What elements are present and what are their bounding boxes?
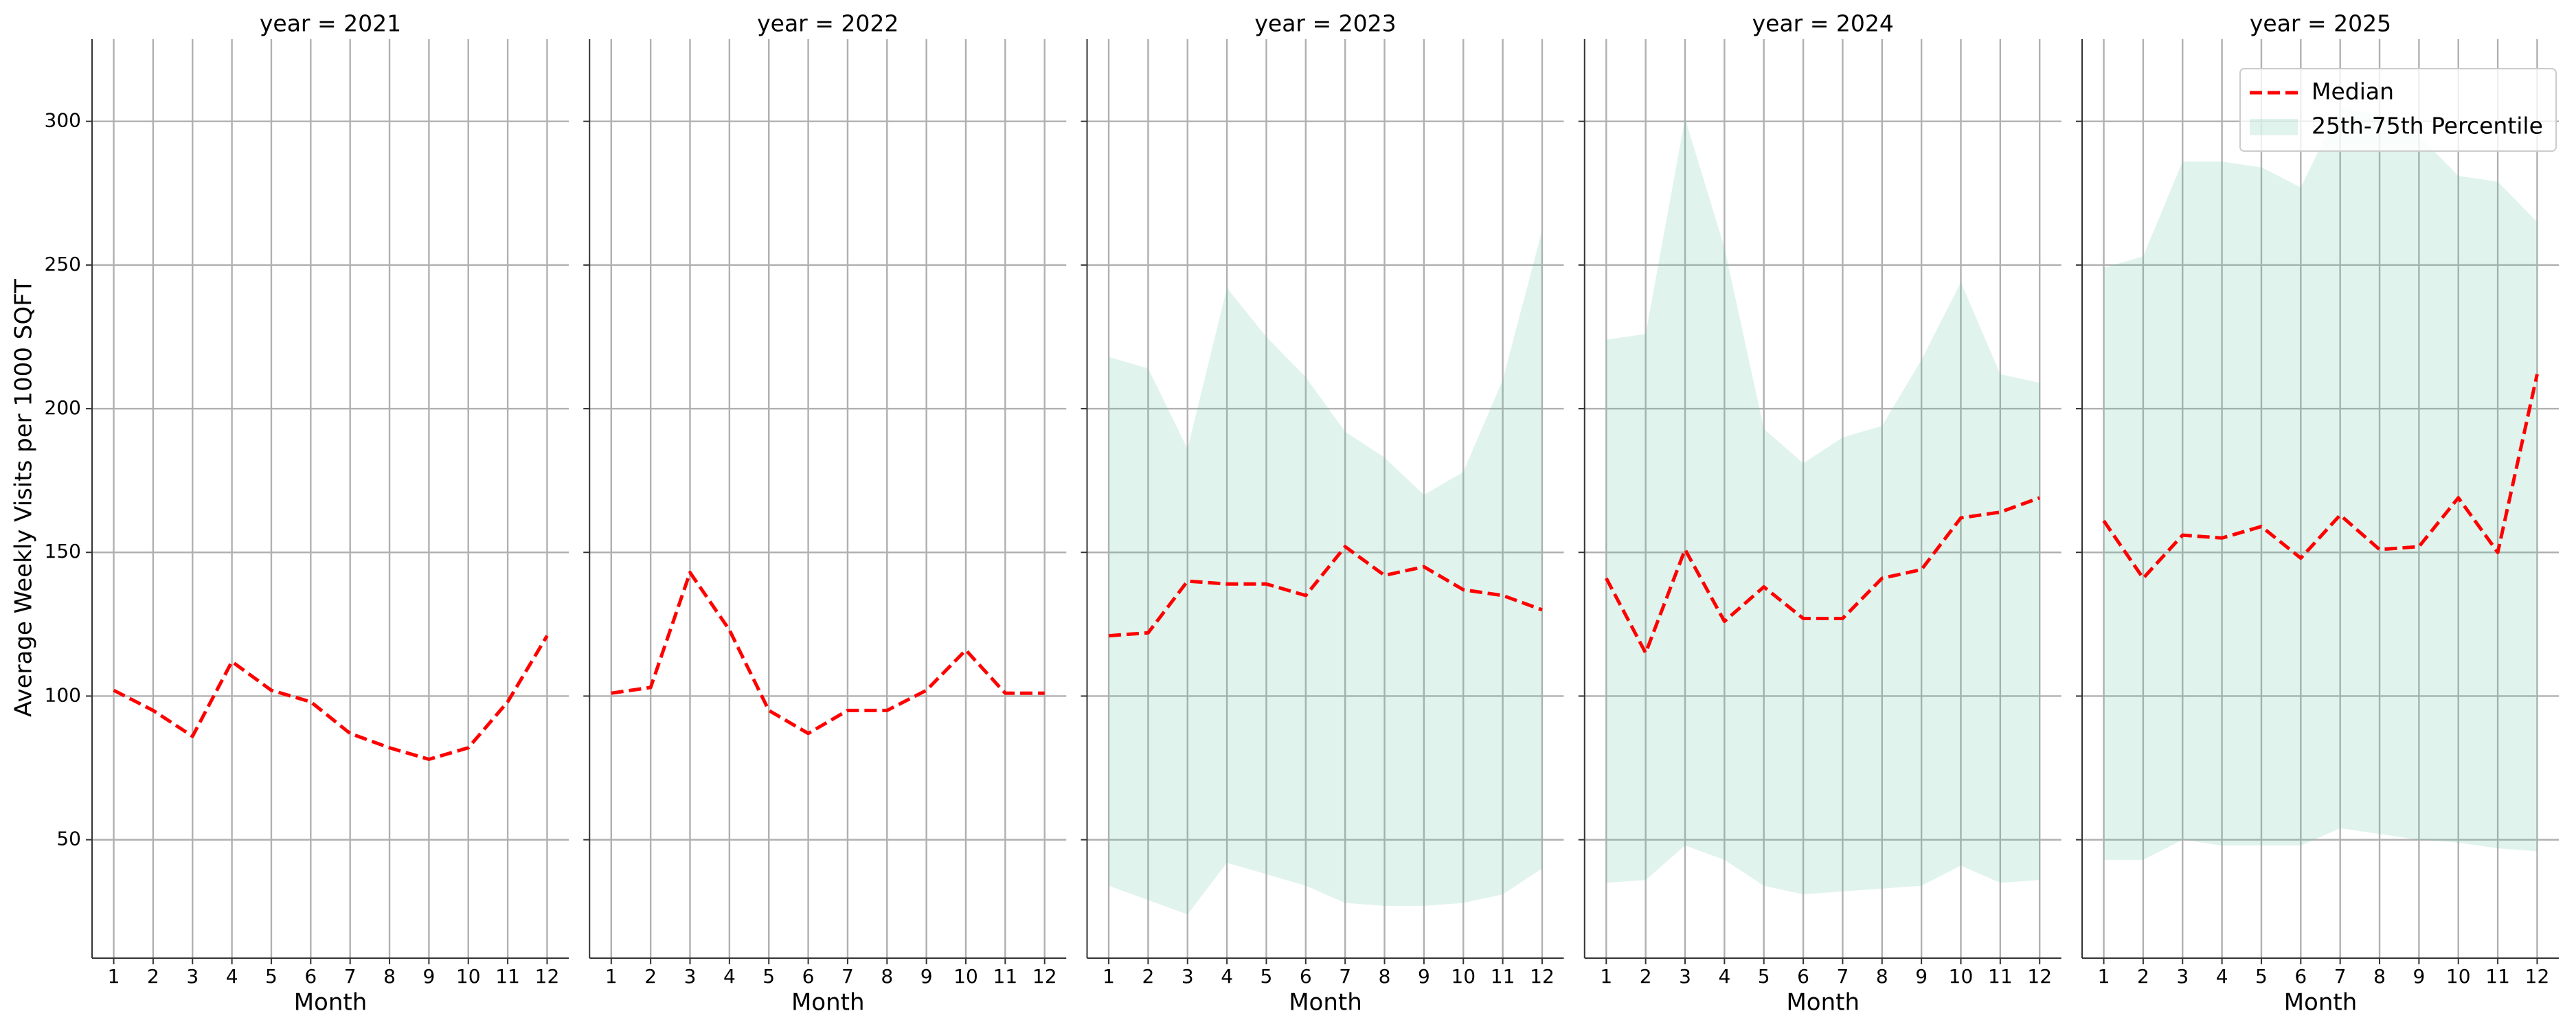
x-tick-label: 4 — [723, 965, 736, 988]
y-tick-label: 200 — [45, 396, 81, 419]
x-axis-label: Month — [2284, 989, 2358, 1017]
x-tick-label: 8 — [1876, 965, 1888, 988]
x-tick-label: 4 — [1718, 965, 1730, 988]
median-line — [113, 635, 549, 761]
y-tick-label: 100 — [45, 683, 81, 706]
x-tick-label: 12 — [2525, 965, 2550, 988]
panel-title: year = 2021 — [260, 10, 401, 37]
x-tick-label: 3 — [2176, 965, 2189, 988]
x-tick-label: 6 — [2294, 965, 2307, 988]
x-tick-label: 7 — [1339, 965, 1351, 988]
x-tick-label: 1 — [1103, 965, 1115, 988]
x-tick-label: 2 — [2137, 965, 2149, 988]
panel-title: year = 2025 — [2250, 10, 2391, 37]
x-tick-label: 6 — [802, 965, 815, 988]
x-tick-label: 5 — [1261, 965, 1273, 988]
x-tick-label: 7 — [344, 965, 357, 988]
x-tick-label: 5 — [2255, 965, 2268, 988]
x-tick-label: 4 — [1221, 965, 1233, 988]
x-axis-label: Month — [1289, 989, 1362, 1017]
y-axis-label: Average Weekly Visits per 1000 SQFT — [10, 279, 38, 717]
x-tick-label: 7 — [2334, 965, 2347, 988]
legend-label: 25th-75th Percentile — [2312, 113, 2543, 139]
x-tick-label: 7 — [1837, 965, 1849, 988]
median-line — [611, 571, 1045, 736]
x-tick-label: 11 — [993, 965, 1018, 988]
x-tick-label: 12 — [535, 965, 560, 988]
median-line — [1605, 496, 2041, 655]
x-tick-label: 9 — [1418, 965, 1430, 988]
x-tick-label: 9 — [422, 965, 435, 988]
median-line — [2102, 374, 2539, 580]
x-tick-label: 12 — [1032, 965, 1057, 988]
y-tick-label: 150 — [45, 540, 81, 563]
legend-box — [2239, 68, 2557, 152]
x-tick-label: 3 — [684, 965, 697, 988]
x-tick-label: 4 — [226, 965, 238, 988]
x-tick-label: 11 — [1988, 965, 2013, 988]
x-tick-label: 2 — [147, 965, 159, 988]
x-tick-label: 12 — [1530, 965, 1555, 988]
x-tick-label: 10 — [1451, 965, 1476, 988]
x-tick-label: 10 — [2446, 965, 2471, 988]
x-tick-label: 4 — [2216, 965, 2228, 988]
x-tick-label: 9 — [920, 965, 933, 988]
x-tick-label: 10 — [1949, 965, 1974, 988]
x-tick-label: 10 — [456, 965, 481, 988]
x-axis-label: Month — [1786, 989, 1860, 1017]
x-tick-label: 1 — [2098, 965, 2110, 988]
x-tick-label: 2 — [1142, 965, 1154, 988]
x-tick-label: 5 — [265, 965, 278, 988]
x-tick-label: 12 — [2027, 965, 2052, 988]
x-tick-label: 6 — [304, 965, 317, 988]
x-tick-label: 8 — [383, 965, 396, 988]
legend: Median 25th-75th Percentile — [2239, 68, 2557, 152]
x-tick-label: 11 — [495, 965, 520, 988]
y-tick-label: 50 — [56, 828, 81, 850]
x-tick-label: 8 — [1379, 965, 1391, 988]
median-line — [1108, 545, 1543, 638]
x-axis-label: Month — [791, 989, 865, 1017]
x-tick-label: 6 — [1797, 965, 1809, 988]
x-tick-label: 1 — [1600, 965, 1612, 988]
x-tick-label: 2 — [1640, 965, 1652, 988]
x-tick-label: 11 — [2485, 965, 2510, 988]
percentile-band — [2103, 106, 2538, 860]
x-tick-label: 3 — [1679, 965, 1691, 988]
panel-title: year = 2024 — [1752, 10, 1894, 37]
legend-swatch — [2250, 119, 2298, 135]
panel-title: year = 2022 — [757, 10, 899, 37]
x-axis-label: Month — [294, 989, 368, 1017]
x-tick-label: 3 — [186, 965, 199, 988]
x-tick-label: 1 — [108, 965, 120, 988]
x-tick-label: 9 — [1915, 965, 1928, 988]
x-tick-label: 6 — [1300, 965, 1312, 988]
x-tick-label: 8 — [2373, 965, 2386, 988]
x-tick-label: 3 — [1182, 965, 1194, 988]
x-tick-label: 5 — [1758, 965, 1770, 988]
y-tick-label: 300 — [45, 109, 81, 132]
x-tick-label: 1 — [605, 965, 618, 988]
x-tick-label: 11 — [1491, 965, 1515, 988]
x-tick-label: 8 — [881, 965, 893, 988]
legend-label: Median — [2312, 78, 2394, 105]
x-tick-label: 5 — [762, 965, 775, 988]
x-tick-label: 7 — [841, 965, 854, 988]
y-tick-label: 250 — [45, 253, 81, 275]
x-tick-label: 10 — [953, 965, 978, 988]
x-tick-label: 9 — [2413, 965, 2425, 988]
panel-title: year = 2023 — [1254, 10, 1396, 37]
x-tick-label: 2 — [644, 965, 657, 988]
percentile-band — [1606, 118, 2040, 895]
